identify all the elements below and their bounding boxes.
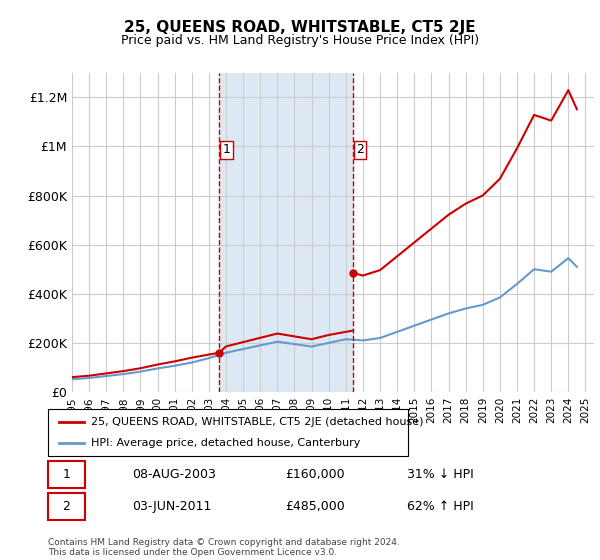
Text: Price paid vs. HM Land Registry's House Price Index (HPI): Price paid vs. HM Land Registry's House … (121, 34, 479, 46)
Text: 62% ↑ HPI: 62% ↑ HPI (407, 500, 474, 513)
Text: HPI: Average price, detached house, Canterbury: HPI: Average price, detached house, Cant… (91, 438, 361, 448)
Text: 25, QUEENS ROAD, WHITSTABLE, CT5 2JE: 25, QUEENS ROAD, WHITSTABLE, CT5 2JE (124, 20, 476, 35)
FancyBboxPatch shape (48, 461, 85, 488)
Text: £485,000: £485,000 (286, 500, 346, 513)
FancyBboxPatch shape (48, 493, 85, 520)
Text: 25, QUEENS ROAD, WHITSTABLE, CT5 2JE (detached house): 25, QUEENS ROAD, WHITSTABLE, CT5 2JE (de… (91, 417, 424, 427)
FancyBboxPatch shape (48, 409, 408, 456)
Text: 03-JUN-2011: 03-JUN-2011 (133, 500, 212, 513)
Text: £160,000: £160,000 (286, 468, 345, 481)
Text: Contains HM Land Registry data © Crown copyright and database right 2024.
This d: Contains HM Land Registry data © Crown c… (48, 538, 400, 557)
Text: 2: 2 (356, 143, 364, 156)
Text: 1: 1 (223, 143, 230, 156)
Text: 31% ↓ HPI: 31% ↓ HPI (407, 468, 474, 481)
Bar (219, 73, 353, 392)
Text: 08-AUG-2003: 08-AUG-2003 (133, 468, 217, 481)
Text: 2: 2 (62, 500, 70, 513)
Text: 1: 1 (62, 468, 70, 481)
